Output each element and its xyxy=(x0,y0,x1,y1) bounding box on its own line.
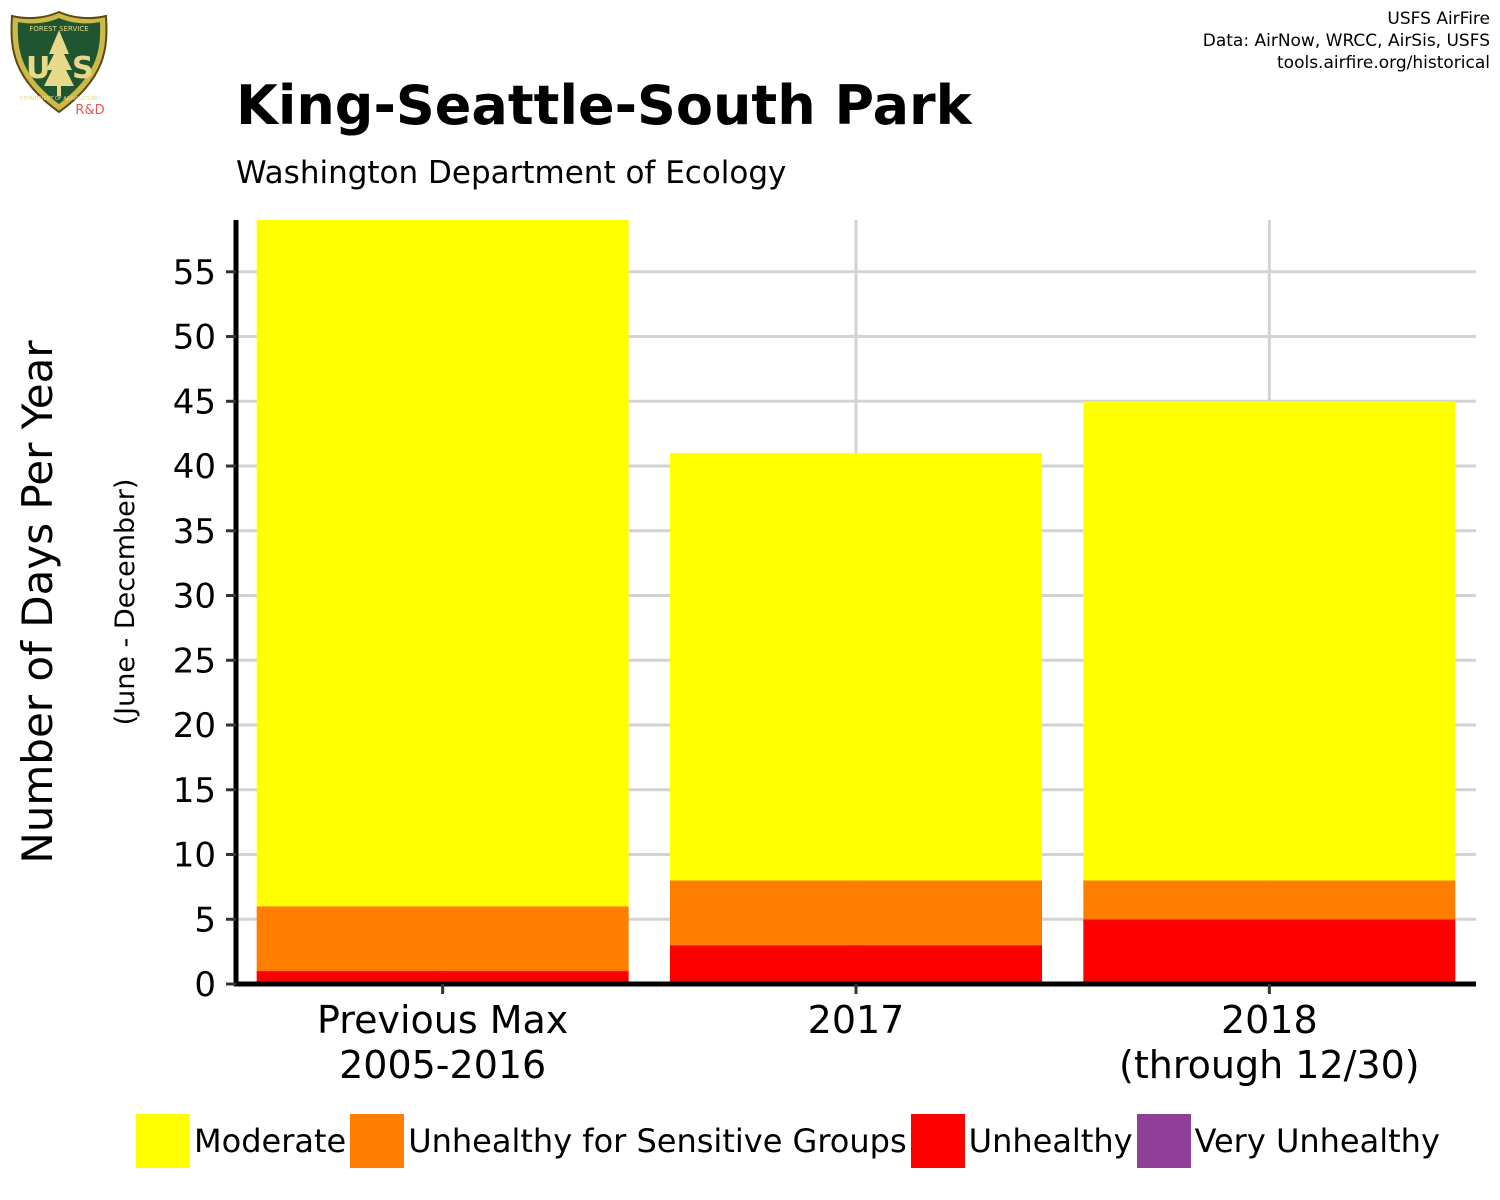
y-tick-label: 5 xyxy=(194,900,216,940)
x-tick-label: 2005-2016 xyxy=(339,1043,546,1087)
legend-item: Unhealthy xyxy=(910,1114,1133,1168)
y-axis-title: Number of Days Per Year xyxy=(13,340,62,864)
y-axis-subtitle: (June - December) xyxy=(110,479,141,726)
legend-item: Very Unhealthy xyxy=(1136,1114,1440,1168)
x-tick-label: 2017 xyxy=(808,998,905,1042)
legend-label: Very Unhealthy xyxy=(1194,1122,1440,1160)
legend-swatch xyxy=(1136,1114,1191,1168)
bar-segment xyxy=(256,220,629,907)
legend-label: Moderate xyxy=(194,1122,347,1160)
legend-label: Unhealthy for Sensitive Groups xyxy=(408,1122,907,1160)
svg-text:S: S xyxy=(72,51,94,86)
stacked-bar-chart: 0 5 10 15 20 25 30 35 40 45 50 55 Previous Max2005-2… xyxy=(13,220,1476,1087)
y-tick-label: 10 xyxy=(173,836,216,876)
x-tick-label: (through 12/30) xyxy=(1119,1043,1420,1087)
svg-text:U: U xyxy=(26,51,50,86)
usfs-logo: U S FOREST SERVICE DEPARTMENT OF AGRICUL… xyxy=(10,10,108,118)
svg-text:R&D: R&D xyxy=(75,103,104,118)
svg-text:DEPARTMENT OF AGRICULTURE: DEPARTMENT OF AGRICULTURE xyxy=(20,96,98,102)
x-tick-label: Previous Max xyxy=(317,998,568,1042)
chart-subtitle: Washington Department of Ecology xyxy=(236,155,787,191)
y-tick-label: 0 xyxy=(194,965,216,1005)
bar-segment xyxy=(1083,880,1456,920)
legend-label: Unhealthy xyxy=(968,1122,1133,1160)
bar-segment xyxy=(256,971,629,984)
legend-swatch xyxy=(910,1114,965,1168)
bar-segment xyxy=(1083,401,1456,881)
bar-segment xyxy=(670,880,1042,946)
bar-segment xyxy=(670,453,1042,881)
chart-title: King-Seattle-South Park xyxy=(236,74,972,137)
y-tick-label: 35 xyxy=(173,512,216,552)
credit-line: tools.airfire.org/historical xyxy=(1277,53,1490,73)
y-tick-label: 50 xyxy=(173,318,216,358)
svg-text:FOREST SERVICE: FOREST SERVICE xyxy=(29,25,88,33)
legend-swatch xyxy=(136,1114,190,1168)
credits: USFS AirFire Data: AirNow, WRCC, AirSis,… xyxy=(1203,8,1490,74)
y-tick-label: 25 xyxy=(173,641,216,681)
legend-swatch xyxy=(350,1114,405,1168)
y-tick-label: 30 xyxy=(173,577,216,617)
credit-line: Data: AirNow, WRCC, AirSis, USFS xyxy=(1202,31,1490,51)
bar-segment xyxy=(1083,919,1456,984)
bar-segment xyxy=(670,945,1042,984)
x-tick-label: 2018 xyxy=(1221,998,1318,1042)
legend: Moderate Unhealthy for Sensitive Groups Un… xyxy=(136,1114,1444,1168)
bar-segment xyxy=(256,906,629,972)
legend-item: Moderate xyxy=(136,1114,346,1168)
y-tick-label: 45 xyxy=(173,382,216,422)
y-tick-label: 40 xyxy=(173,447,216,487)
y-tick-label: 20 xyxy=(173,706,216,746)
y-tick-label: 55 xyxy=(173,253,216,293)
legend-item: Unhealthy for Sensitive Groups xyxy=(350,1114,907,1168)
credit-line: USFS AirFire xyxy=(1387,9,1490,29)
tree-icon xyxy=(44,30,74,96)
y-tick-label: 15 xyxy=(173,771,216,811)
